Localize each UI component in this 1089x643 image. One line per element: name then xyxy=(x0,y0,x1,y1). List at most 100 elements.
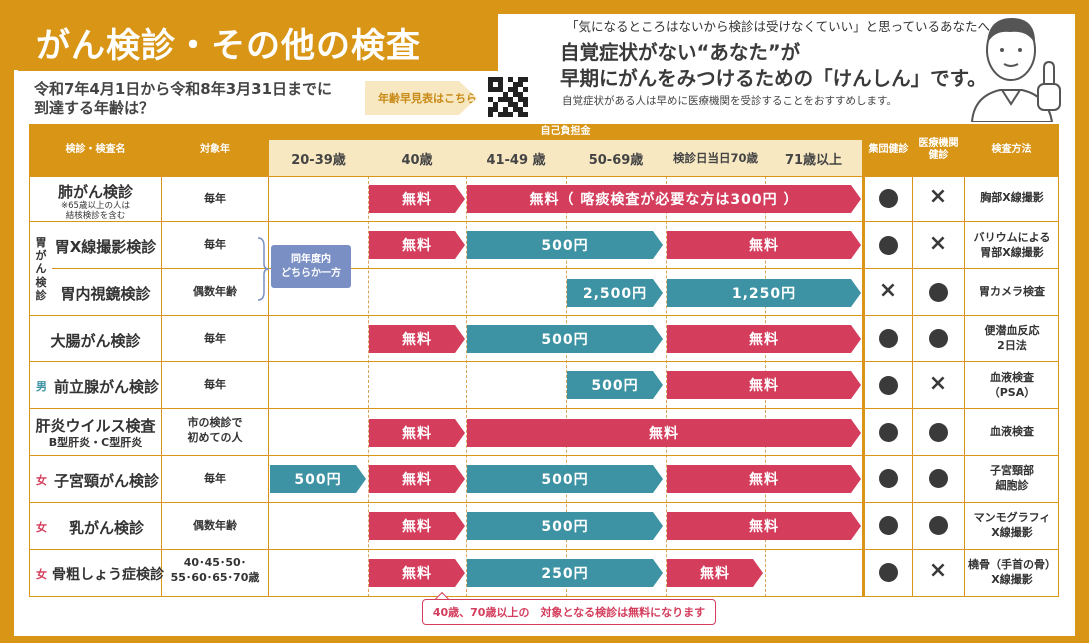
exam-subnote: 結核検診を含む xyxy=(65,211,126,221)
clinic-available-icon xyxy=(929,329,948,348)
bubble-line: 同年度内 xyxy=(291,253,331,265)
exam-name: 肝炎ウイルス検査 xyxy=(35,417,156,435)
exam-method: 胸部X線撮影 xyxy=(980,191,1044,204)
exam-method: バリウムによる 胃部X線撮影 xyxy=(973,231,1051,260)
exam-subnote: ※65歳以上の人は xyxy=(61,201,130,211)
clinic-unavailable-icon: × xyxy=(928,558,948,583)
target-year: 毎年 xyxy=(204,472,226,485)
target-year-line: 初めての人 xyxy=(187,430,243,444)
fee-bar-free: 無料 xyxy=(369,559,465,587)
exam-method: 血液検査 （PSA） xyxy=(988,371,1036,400)
fee-bar-free: 無料 xyxy=(369,465,465,493)
person-illustration-icon xyxy=(970,18,1061,122)
fee-bar-free: 無料 xyxy=(369,185,465,213)
header-headline-1: 自覚症状がない“あなた”が xyxy=(560,41,801,64)
fee-bar-free: 無料 xyxy=(667,325,861,353)
fee-bar-paid: 500円 xyxy=(467,325,663,353)
target-year-line: 40･45･50･ xyxy=(183,556,247,569)
target-year: 市の検診で 初めての人 xyxy=(162,416,268,446)
exam-method: 胃カメラ検査 xyxy=(979,285,1045,298)
exam-method: 便潜血反応 2日法 xyxy=(984,324,1040,353)
age-col-header: 20-39歳 xyxy=(269,140,368,176)
fee-bar-free: 無料 xyxy=(467,419,861,447)
age-col-header: 検診日当日70歳 xyxy=(666,140,765,176)
age-col-header: 71歳以上 xyxy=(765,140,862,176)
group-available-icon xyxy=(879,189,898,208)
age-col-header: 40歳 xyxy=(368,140,466,176)
grid-line xyxy=(912,124,913,597)
clinic-available-icon xyxy=(929,283,948,302)
clinic-unavailable-icon: × xyxy=(928,371,948,396)
clinic-header-line1: 医療機関 xyxy=(918,137,959,149)
stomach-label-char: 診 xyxy=(35,288,47,302)
clinic-header-line2: 健診 xyxy=(928,150,949,161)
row-line xyxy=(52,268,1059,269)
clinic-available-icon xyxy=(929,516,948,535)
stomach-label-char: ん xyxy=(35,262,47,276)
fee-bar-paid: 2,500円 xyxy=(567,279,663,307)
fee-bar-free: 無料 xyxy=(667,371,861,399)
exam-name: 乳がん検診 xyxy=(68,519,144,537)
fee-bar-paid: 500円 xyxy=(567,371,663,399)
fee-bar-paid: 500円 xyxy=(467,465,663,493)
col-header-group-checkup: 集団健診 xyxy=(865,124,912,176)
col-header-clinic-checkup: 医療機関 健診 xyxy=(913,124,964,176)
exam-method: 血液検査 xyxy=(990,425,1034,438)
grid-line xyxy=(964,124,965,597)
row-line xyxy=(29,361,1059,362)
fee-bar-free: 無料 xyxy=(667,559,763,587)
grid-line xyxy=(862,124,865,597)
exam-method: 子宮頸部 細胞診 xyxy=(990,464,1034,493)
stomach-label-char: が xyxy=(35,249,47,263)
fee-bar-free: 無料 xyxy=(667,465,861,493)
clinic-available-icon xyxy=(929,423,948,442)
exam-name: 子宮頸がん検診 xyxy=(53,472,159,490)
group-available-icon xyxy=(879,469,898,488)
col-header-self-pay: 自己負担金 xyxy=(269,124,862,140)
bracket-icon xyxy=(257,237,270,301)
fee-bar-free: 無料（ 喀痰検査が必要な方は300円 ） xyxy=(467,185,861,213)
grid-line xyxy=(268,124,269,597)
fee-bar-paid: 500円 xyxy=(467,512,663,540)
qr-code[interactable] xyxy=(488,77,528,117)
group-available-icon xyxy=(879,329,898,348)
male-mark: 男 xyxy=(36,380,47,393)
age-question-line1: 令和7年4月1日から令和8年3月31日までに xyxy=(34,80,333,98)
target-year: 毎年 xyxy=(204,378,226,391)
clinic-unavailable-icon: × xyxy=(928,184,948,209)
grid-dash xyxy=(466,176,467,597)
bubble-line: どちらか一方 xyxy=(281,267,341,279)
age-table-link[interactable]: 年齢早見表はこちら xyxy=(365,81,477,115)
exam-name: 大腸がん検診 xyxy=(50,332,141,350)
age-col-header: 50-69歳 xyxy=(566,140,666,176)
target-year: 偶数年齢 xyxy=(193,519,237,532)
page-title: がん検診・その他の検査 xyxy=(36,26,421,66)
exam-name: 胃内視鏡検診 xyxy=(60,285,151,303)
fee-bar-paid: 1,250円 xyxy=(667,279,861,307)
exam-name: 前立腺がん検診 xyxy=(53,378,159,396)
female-mark: 女 xyxy=(36,521,47,534)
exam-name: 肺がん検診 xyxy=(57,183,133,201)
row-line xyxy=(29,502,1059,503)
title-banner xyxy=(18,9,498,71)
exam-subnote: B型肝炎・C型肝炎 xyxy=(48,436,143,449)
fee-bar-free: 無料 xyxy=(369,231,465,259)
row-line xyxy=(29,549,1059,550)
stomach-label-char: 胃 xyxy=(35,236,47,249)
age-col-header: 41-49 歳 xyxy=(466,140,566,176)
fee-bar-free: 無料 xyxy=(667,512,861,540)
row-line xyxy=(29,596,1059,597)
row-line xyxy=(29,221,1059,222)
fee-bar-free: 無料 xyxy=(369,419,465,447)
group-available-icon xyxy=(879,236,898,255)
exam-method: 橈骨（手首の骨） X線撮影 xyxy=(968,558,1056,587)
fee-bar-free: 無料 xyxy=(667,231,861,259)
target-year-line: 55･60･65･70歳 xyxy=(170,570,260,584)
header-intro: 「気になるところはないから検診は受けなくていい」と思っているあなたへ xyxy=(566,19,991,34)
age-question-line2: 到達する年齢は？ xyxy=(34,99,155,117)
row-line xyxy=(29,315,1059,316)
row-line xyxy=(29,408,1059,409)
target-year: 毎年 xyxy=(204,332,226,345)
grid-dash xyxy=(368,176,369,597)
